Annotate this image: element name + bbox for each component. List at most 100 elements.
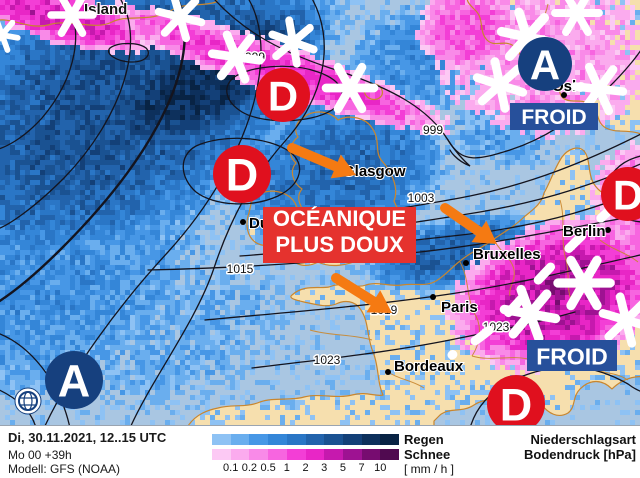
legend-tick-label: 5 (339, 462, 346, 474)
low-pressure-symbol: D (256, 68, 310, 122)
snowflakes (0, 0, 640, 348)
coast-continent (188, 147, 640, 425)
city-dot (385, 369, 391, 375)
snow-scale-step (361, 449, 381, 460)
rain-scale-step (286, 434, 306, 445)
rain-scale-step (212, 434, 231, 445)
isobar-label: 1003 (408, 191, 435, 205)
snow-label: Schnee (404, 447, 451, 462)
callout-line2: PLUS DOUX (275, 232, 404, 257)
low-pressure-symbol: D (601, 167, 640, 221)
isobar-line (147, 214, 640, 271)
snowflake-icon (551, 0, 603, 37)
callout-line1: OCÉANIQUE (273, 206, 406, 231)
rain-scale-step (305, 434, 325, 445)
city-dot (430, 294, 436, 300)
footer-bar: Di, 30.11.2021, 12..15 UTC Mo 00 +39h Mo… (0, 425, 640, 478)
isobar-line (0, 0, 186, 303)
rain-scale-step (324, 434, 343, 445)
precip-type-label: Niederschlagsart (530, 432, 637, 447)
snowflake-icon (268, 16, 318, 68)
rain-scale-step (230, 434, 250, 445)
cold-air-label: FROID (527, 340, 617, 371)
snowflake-icon (0, 17, 21, 53)
unit-label: [ mm / h ] (404, 462, 455, 476)
snowflake-icon (570, 62, 628, 116)
legend-tick-label: 3 (321, 462, 328, 474)
snow-scale-step (342, 449, 362, 460)
snow-scale-step (212, 449, 231, 460)
city-dot (240, 219, 246, 225)
legend-tick-label: 2 (302, 462, 309, 474)
pressure-label: Bodendruck [hPa] (524, 447, 636, 462)
city-label: Bordeaux (394, 358, 464, 375)
border-line (387, 371, 425, 389)
isobar-line (107, 42, 149, 63)
low-pressure-symbol: D (487, 375, 545, 425)
snow-color-scale (212, 449, 400, 460)
valid-time-label: Di, 30.11.2021, 12..15 UTC (8, 430, 167, 445)
city-bruxelles: Bruxelles (463, 245, 542, 266)
city-label: Berlin (563, 223, 606, 240)
snowflake-icon (598, 292, 640, 348)
rain-label: Regen (404, 432, 444, 447)
isobar-line (130, 0, 325, 425)
snow-scale-step (305, 449, 325, 460)
city-dot (561, 92, 567, 98)
border-line (559, 199, 573, 303)
legend-tick-label: 1 (283, 462, 290, 474)
snow-scale-step (380, 449, 400, 460)
rain-color-scale (212, 434, 400, 445)
isobar-line (0, 333, 70, 425)
rain-scale-step (361, 434, 381, 445)
isobar-label: 1015 (227, 262, 254, 276)
advection-arrows (287, 143, 497, 313)
rain-scale-step (249, 434, 269, 445)
city-dot (605, 227, 611, 233)
legend-tick-label: 0.1 (223, 462, 239, 474)
city-bordeaux: Bordeaux (385, 357, 465, 376)
globe-logo-icon (14, 387, 42, 415)
snowflake-icon (499, 284, 561, 344)
rain-scale-step (268, 434, 287, 445)
advection-arrow-icon (287, 143, 356, 179)
run-info-label: Mo 00 +39h (8, 448, 72, 462)
isobar-label: 1023 (314, 353, 341, 367)
cold-air-label: FROID (510, 103, 598, 130)
border-line (309, 329, 373, 341)
city-glasgow: Glasgow (334, 162, 407, 181)
legend-tick-label: 0.2 (241, 462, 258, 474)
isobar-line (226, 65, 343, 122)
low-pressure-symbol: D (213, 145, 271, 203)
rain-scale-step (380, 434, 400, 445)
city-label: Paris (441, 299, 478, 316)
legend-tick-label: 10 (374, 462, 387, 474)
high-pressure-symbol: A (518, 37, 572, 91)
city-paris: Paris (430, 294, 479, 317)
city-berlin: Berlin (562, 222, 611, 241)
snow-scale-step (324, 449, 343, 460)
snowflake-icon (47, 0, 97, 37)
isobar-line (214, 0, 471, 167)
snow-scale-step (268, 449, 287, 460)
city-dot (463, 260, 469, 266)
legend-tick-label: 7 (358, 462, 365, 474)
isobar-line (0, 0, 132, 229)
snowflake-icon (321, 62, 379, 114)
rain-scale-step (342, 434, 362, 445)
snowflake-icon (472, 57, 528, 113)
advection-arrow-icon (440, 203, 497, 244)
border-line (599, 239, 639, 263)
map-type-caption: Niederschlagsart Bodendruck [hPa] (524, 432, 636, 462)
high-pressure-symbol: A (45, 351, 103, 409)
legend-tick-label: 0.5 (260, 462, 276, 474)
border-line (493, 239, 515, 297)
snow-scale-step (230, 449, 250, 460)
snowflake-icon (154, 0, 206, 43)
snowflake-icon (207, 30, 265, 84)
map-canvas: 99999910031015101910231023IslandGlasgowD… (0, 0, 640, 425)
model-info-label: Modell: GFS (NOAA) (8, 462, 121, 476)
